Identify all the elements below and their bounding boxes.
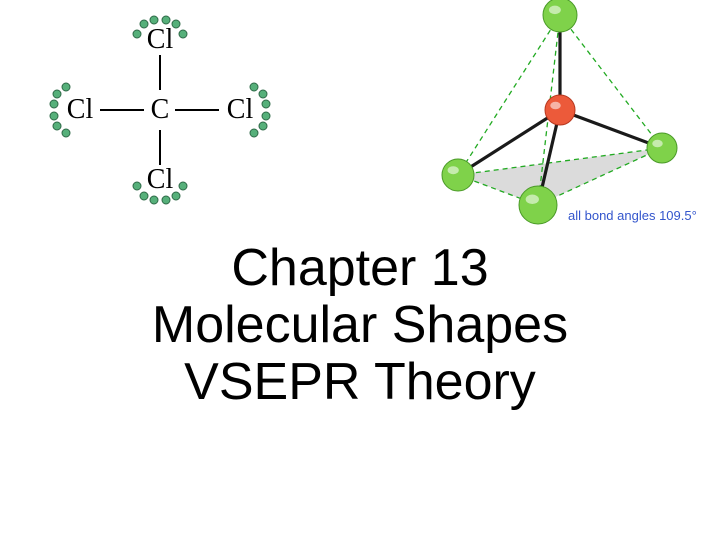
center-sphere bbox=[545, 95, 575, 125]
bond bbox=[159, 55, 161, 90]
electron-dot bbox=[172, 192, 181, 201]
electron-dot bbox=[250, 83, 259, 92]
electron-dot bbox=[262, 112, 271, 121]
electron-dot bbox=[259, 122, 268, 131]
bond bbox=[100, 109, 144, 111]
vertex-sphere bbox=[543, 0, 577, 32]
electron-dot bbox=[50, 100, 59, 109]
electron-dot bbox=[53, 90, 62, 99]
electron-dot bbox=[133, 30, 142, 39]
electron-dot bbox=[172, 20, 181, 29]
electron-dot bbox=[53, 122, 62, 131]
electron-dot bbox=[50, 112, 59, 121]
figure-row: C Cl Cl Cl Cl all bond angles 109.5° bbox=[0, 0, 720, 230]
atom-top: Cl bbox=[147, 24, 173, 56]
title-block: Chapter 13 Molecular Shapes VSEPR Theory bbox=[0, 240, 720, 412]
bond bbox=[175, 109, 219, 111]
electron-dot bbox=[133, 182, 142, 191]
electron-dot bbox=[62, 129, 71, 138]
electron-dot bbox=[150, 16, 159, 25]
electron-dot bbox=[250, 129, 259, 138]
electron-dot bbox=[140, 192, 149, 201]
tetrahedral-diagram: all bond angles 109.5° bbox=[420, 0, 700, 230]
electron-dot bbox=[262, 100, 271, 109]
title-line-3: VSEPR Theory bbox=[0, 354, 720, 411]
bond bbox=[159, 130, 161, 165]
electron-dot bbox=[179, 182, 188, 191]
atom-bottom: Cl bbox=[147, 164, 173, 196]
bond-angle-caption: all bond angles 109.5° bbox=[568, 208, 697, 223]
electron-dot bbox=[150, 196, 159, 205]
tetrahedral-svg bbox=[420, 0, 700, 230]
title-line-2: Molecular Shapes bbox=[0, 297, 720, 354]
electron-dot bbox=[62, 83, 71, 92]
electron-dot bbox=[259, 90, 268, 99]
vertex-sphere bbox=[647, 133, 677, 163]
title-line-1: Chapter 13 bbox=[0, 240, 720, 297]
atom-right: Cl bbox=[227, 94, 253, 126]
electron-dot bbox=[179, 30, 188, 39]
electron-dot bbox=[162, 16, 171, 25]
electron-dot bbox=[140, 20, 149, 29]
electron-dot bbox=[162, 196, 171, 205]
vertex-sphere bbox=[519, 186, 557, 224]
vertex-sphere bbox=[442, 159, 474, 191]
atom-center: C bbox=[151, 94, 170, 126]
atom-left: Cl bbox=[67, 94, 93, 126]
lewis-structure: C Cl Cl Cl Cl bbox=[20, 10, 300, 210]
